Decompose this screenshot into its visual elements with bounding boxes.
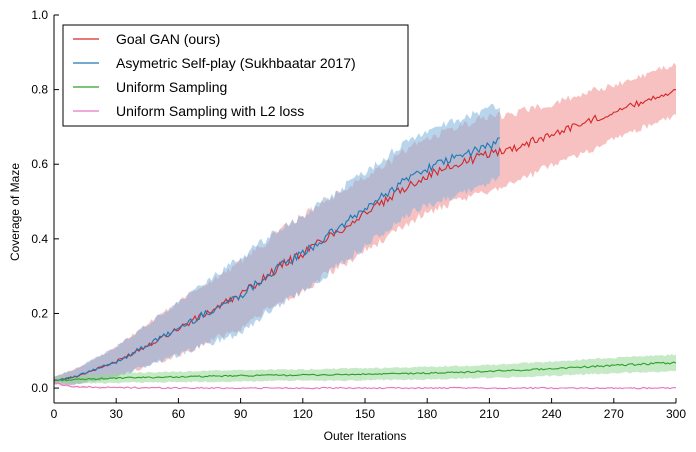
y-tick-label: 0.0 [31,381,48,395]
band-2 [54,353,676,385]
x-tick-label: 90 [234,407,248,421]
x-tick-label: 60 [172,407,186,421]
y-axis-label: Coverage of Maze [8,163,22,261]
x-tick-label: 210 [479,407,499,421]
series-lines [53,89,677,390]
confidence-bands [54,62,676,389]
x-tick-label: 180 [417,407,437,421]
x-tick-label: 300 [666,407,686,421]
x-tick-label: 270 [604,407,624,421]
legend-box [62,24,409,127]
x-tick-label: 120 [293,407,313,421]
x-tick-label: 30 [110,407,124,421]
y-tick-label: 0.6 [31,157,48,171]
series-line-3 [53,382,677,390]
legend-label: Uniform Sampling [116,79,227,95]
y-tick-label: 0.8 [31,83,48,97]
legend-label: Uniform Sampling with L2 loss [116,103,304,119]
axes [53,14,677,404]
legend-label: Goal GAN (ours) [116,31,220,47]
y-tick-label: 0.4 [31,232,48,246]
x-axis-label: Outer Iterations [324,429,407,443]
y-tick-label: 1.0 [31,8,48,22]
x-tick-label: 150 [355,407,375,421]
x-tick-label: 240 [542,407,562,421]
series-line-1 [53,137,500,382]
series-line-2 [53,361,677,382]
y-tick-label: 0.2 [31,306,48,320]
x-tick-label: 0 [51,407,58,421]
legend-label: Asymetric Self-play (Sukhbaatar 2017) [116,55,356,71]
legend: Goal GAN (ours) Asymetric Self-play (Sukh… [62,24,409,127]
tick-labels: 0 30 60 90 120 150 180 210 240 270 300 0.0 0.2 0.4 0.6… [31,8,686,421]
band-1 [54,103,500,385]
